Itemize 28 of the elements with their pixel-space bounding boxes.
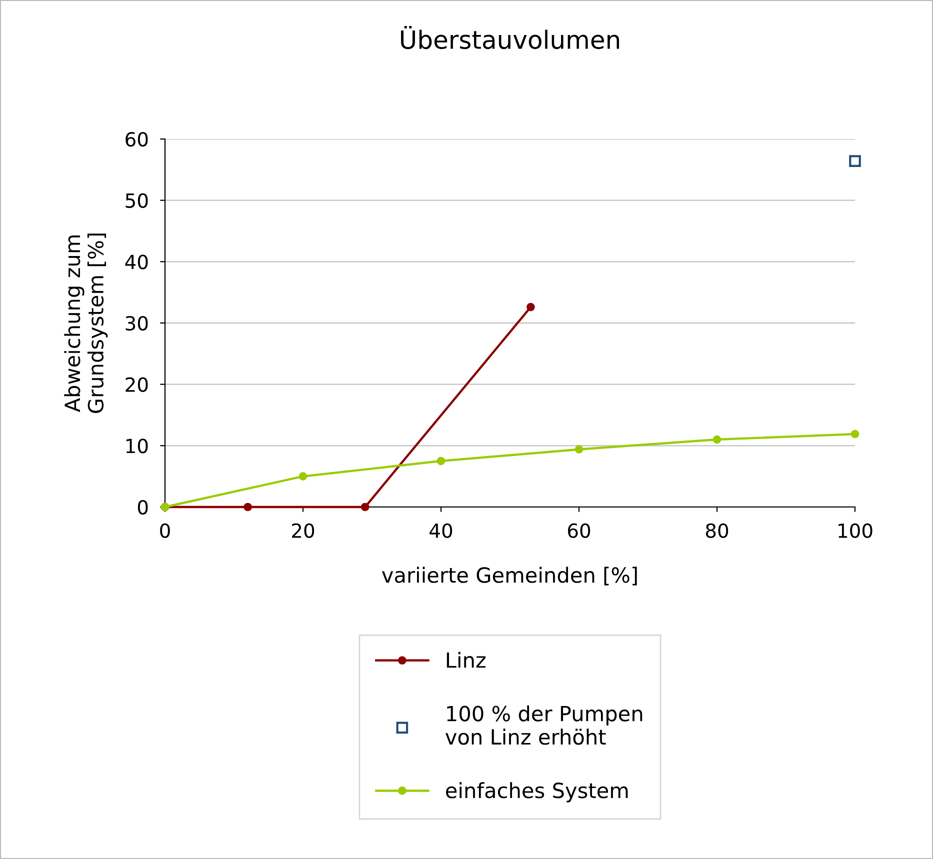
- x-tick-label: 40: [430, 523, 452, 538]
- point: [574, 445, 584, 454]
- point: [298, 472, 308, 480]
- x-tick-label: 20: [292, 523, 314, 538]
- y-tick-label: 60: [126, 132, 148, 147]
- x-tick-label: 80: [706, 523, 728, 538]
- y-tick-label: 50: [126, 193, 148, 208]
- point: [360, 502, 370, 512]
- y-tick-label: 10: [126, 438, 148, 454]
- x-axis-title: variierte Gemeinden [%]: [382, 566, 637, 586]
- point: [849, 155, 861, 167]
- point: [244, 502, 252, 512]
- point: [526, 302, 535, 312]
- point: [436, 456, 446, 466]
- x-tick-label: 60: [568, 523, 590, 538]
- legend-label: 100 % der Pumpen von Linz erhöht: [446, 705, 642, 745]
- point: [850, 430, 860, 438]
- legend-label: einfaches System: [446, 782, 628, 802]
- legend-label: Linz: [446, 652, 486, 668]
- y-axis-title: Abweichung zum Grundsystem [%]: [64, 234, 108, 413]
- chart-title: Überstauvolumen: [401, 26, 620, 50]
- y-tick-label: 30: [126, 316, 148, 331]
- x-tick-label: 100: [838, 523, 872, 538]
- y-tick-label: 0: [138, 500, 148, 515]
- point: [712, 435, 722, 444]
- x-tick-label: 0: [160, 523, 170, 538]
- y-tick-label: 20: [126, 377, 148, 392]
- y-tick-label: 40: [125, 254, 148, 270]
